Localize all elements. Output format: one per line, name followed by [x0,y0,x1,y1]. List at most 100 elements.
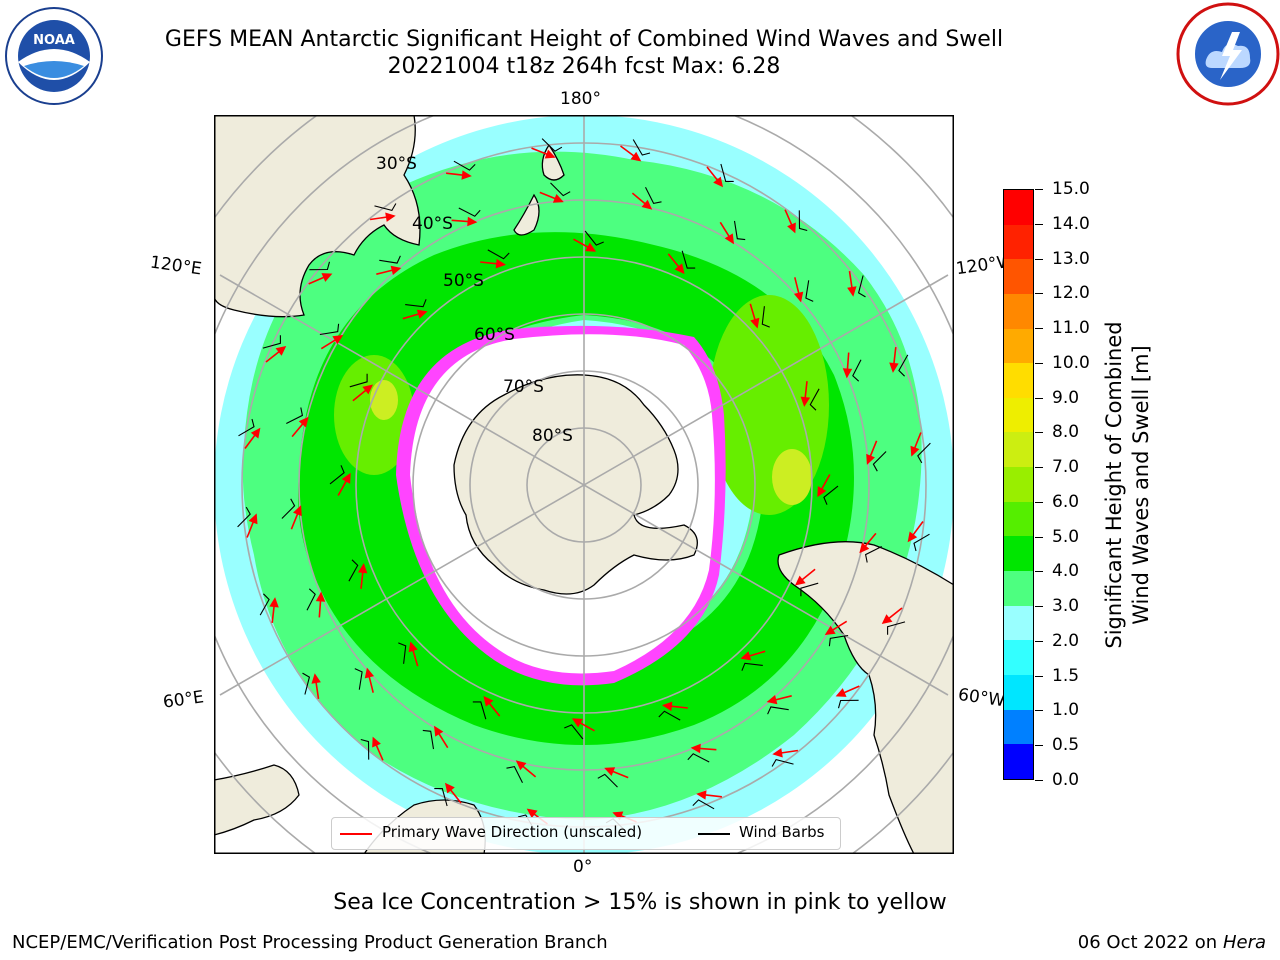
wave-arrow-head [483,695,494,707]
lat-label-50s: 50°S [443,271,484,291]
wave-arrow-head [357,563,368,574]
wind-barb [828,634,849,647]
colorbar-tick-label: 3.0 [1052,596,1080,617]
wind-barb [645,187,662,205]
wind-barb [306,588,316,611]
colorbar-segment [1004,293,1033,329]
colorbar-segment [1004,259,1033,294]
lon-label-lower-left: 60°E [161,687,206,713]
wave-arrow-head [662,701,673,712]
wave-arrow-head [866,453,875,465]
wave-arrow-head [766,694,778,705]
colorbar-tick-label: 11.0 [1052,318,1090,339]
wind-barb [434,788,448,807]
lon-label-bottom: 0° [573,857,593,877]
colorbar-tick-label: 10.0 [1052,352,1090,373]
wave-arrow-head [835,688,847,697]
colorbar-tick-label: 0.0 [1052,770,1080,790]
footer-branch: NCEP/EMC/Verification Post Processing Pr… [12,932,608,953]
colorbar-tick [1035,675,1043,677]
wind-barb [837,699,859,709]
wave-arrow-head [416,309,428,319]
wave-arrow-head [332,335,344,345]
colorbar-segment [1004,674,1033,710]
noaa-logo: NOAA [5,7,103,105]
wind-barb [458,207,481,217]
wind-barb [453,160,476,171]
wave-arrow-head [311,673,321,684]
colorbar-segment [1004,397,1033,433]
wave-arrow-head [713,176,724,188]
colorbar-tick-label: 1.0 [1052,700,1080,721]
wave-arrow-head [315,591,326,602]
wind-barb [506,765,523,783]
wind-barb [872,451,887,472]
wave-arrow-head [293,505,302,517]
colorbar-segment [1004,501,1033,537]
wave-arrow-head [269,597,279,608]
wind-barb [823,485,839,505]
wind-barb [487,249,510,260]
lat-label-70s: 70°S [503,377,544,397]
wind-barb [262,335,281,349]
colorbar-tick [1035,258,1043,260]
wave-arrow-head [630,151,642,162]
wave-arrow-head [585,242,597,252]
colorbar-tick [1035,328,1043,330]
colorbar-segment [1004,224,1033,260]
wind-barb-legend-label: Wind Barbs [739,823,825,841]
lat-label-40s: 40°S [412,214,453,234]
footer-host: Hera [1222,932,1266,953]
wave-arrow-head [794,575,806,586]
colorbar-segment [1004,709,1033,745]
lat-label-30s: 30°S [376,154,417,174]
wind-barb [238,418,255,437]
colorbar-tick [1035,432,1043,434]
colorbar-tick-label: 0.5 [1052,735,1080,756]
colorbar-tick-label: 7.0 [1052,457,1080,478]
colorbar-tick-label: 2.0 [1052,630,1080,651]
wind-barb [286,407,304,424]
wave-arrow-head [787,222,796,234]
colorbar-segment [1004,363,1033,398]
colorbar-tick [1035,223,1043,225]
wind-barb [767,706,789,715]
colorbar-title-line1: Significant Height of Combined [1102,321,1126,649]
wind-barb [329,465,345,485]
wave-arrow-head [298,416,309,428]
wave-arrow-head [461,170,472,180]
wave-arrow-head [390,265,402,276]
wave-arrow-head [364,667,375,679]
wind-barb [354,668,363,690]
colorbar-tick-label: 12.0 [1052,283,1090,304]
wind-barb [379,255,401,264]
wind-barb [550,182,571,197]
colorbar-tick [1035,362,1043,364]
colorbar-segment [1004,432,1033,468]
wind-barb [472,701,487,720]
colorbar-segment [1004,190,1033,225]
colorbar-title: Significant Height of Combined Wind Wave… [1101,225,1155,745]
colorbar-tick-label: 14.0 [1052,213,1090,234]
colorbar-tick [1035,536,1043,538]
colorbar [1003,189,1034,780]
wave-direction-legend-swatch [340,833,372,835]
wind-barb [309,261,331,271]
wind-barb [898,354,909,377]
wind-barb [259,593,270,616]
wave-arrow-head [800,396,811,407]
wind-barb [800,582,819,597]
wave-arrow-head [690,743,701,754]
wave-arrow-head [889,362,899,373]
wave-arrow-head [467,216,478,227]
wave-arrow-head [724,233,734,245]
wave-arrow-head [275,345,287,356]
lon-label-top: 180° [560,89,601,109]
wind-barb [632,139,651,156]
colorbar-tick [1035,745,1043,747]
wave-arrow-head [793,291,804,303]
colorbar-tick [1035,606,1043,608]
colorbar-segment [1004,744,1033,779]
colorbar-tick-label: 8.0 [1052,422,1080,443]
lat-label-60s: 60°S [474,325,515,345]
